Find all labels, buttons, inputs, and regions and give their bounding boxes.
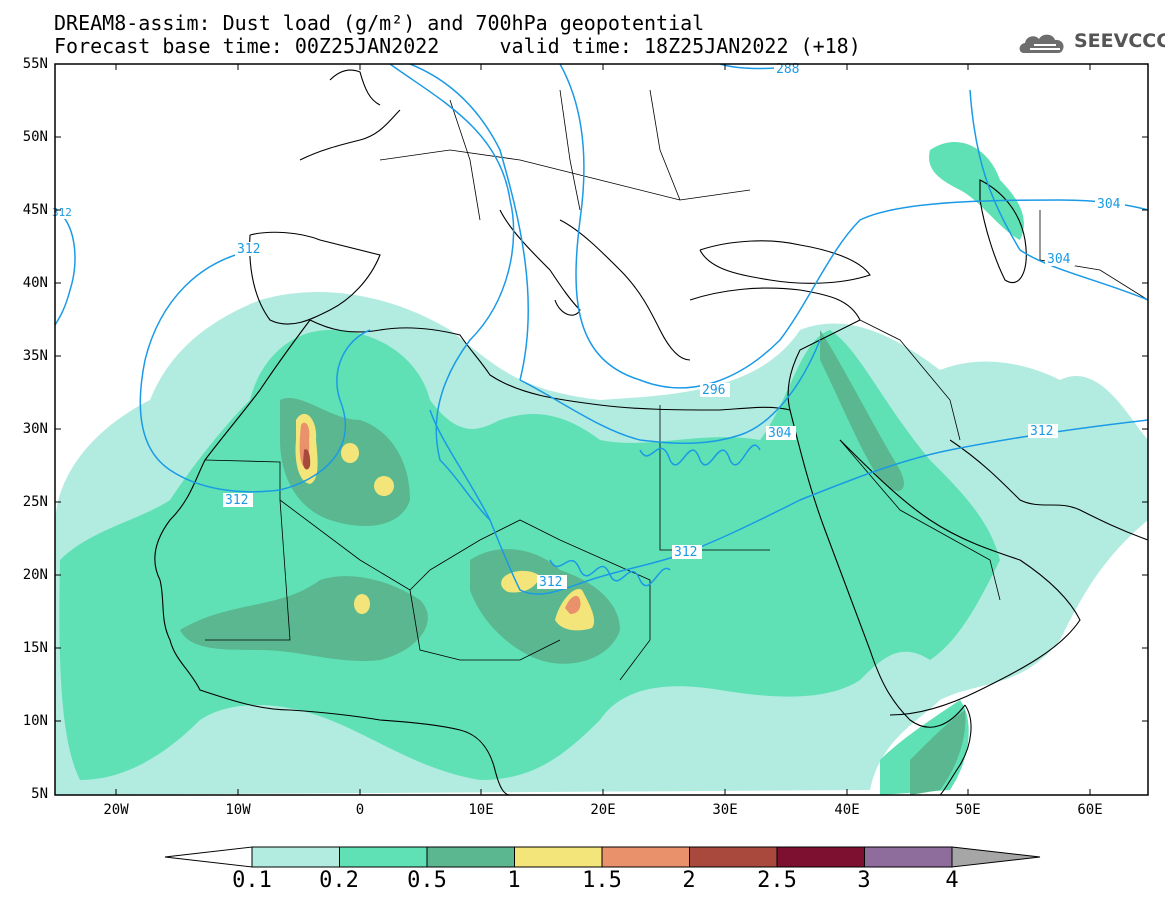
colorbar-bin	[339, 846, 428, 868]
lat-label: 5N	[31, 786, 48, 802]
colorbar-label: 2.5	[757, 868, 797, 893]
dust-band-0.5-horn	[910, 710, 966, 795]
dust-band-1-niger	[501, 570, 540, 593]
coast-arabia	[839, 439, 1081, 716]
contour-312-wave-b	[549, 559, 671, 587]
coast-horn-africa	[939, 704, 972, 795]
lon-label: 30E	[712, 802, 738, 818]
contour-label: 312	[52, 206, 72, 219]
coast-turkey-levant	[689, 287, 861, 411]
contour-label: 296	[702, 383, 725, 398]
contour-label: 312	[237, 242, 260, 257]
coast-gulf-guinea	[459, 729, 511, 795]
contour-296	[389, 64, 1148, 521]
lat-label: 50N	[22, 129, 48, 145]
lat-label: 55N	[22, 56, 48, 72]
colorbar-label: 2	[682, 868, 696, 893]
colorbar-label: 0.1	[232, 868, 272, 893]
contour-label: 312	[674, 545, 697, 560]
border-europe-a	[379, 149, 751, 201]
lat-label: 35N	[22, 348, 48, 364]
colorbar-label: 1.5	[582, 868, 622, 893]
colorbar-bin	[776, 846, 865, 868]
contour-labels: 288 304 304 296 304 312 312 312 312 312 …	[52, 62, 1125, 590]
lon-label: 0	[355, 802, 365, 818]
colorbar-label: 1	[507, 868, 521, 893]
logo-text: SEEVCCC	[1074, 30, 1165, 52]
coast-italy	[499, 209, 581, 316]
colorbar-bin	[689, 846, 778, 868]
contour-304	[55, 64, 821, 444]
coast-red-sea	[789, 409, 966, 728]
contour-304-east	[969, 89, 1148, 301]
colorbar-label: 0.5	[407, 868, 447, 893]
coast-caspian	[979, 179, 1027, 283]
lat-label: 40N	[22, 275, 48, 291]
border-iraq-iran	[859, 319, 961, 441]
lat-label: 15N	[22, 640, 48, 656]
lat-label: 45N	[22, 202, 48, 218]
border-chad-sudan	[559, 539, 651, 681]
dust-field	[55, 141, 1148, 795]
coast-north-africa	[309, 319, 791, 411]
coast-persian-gulf	[949, 439, 1148, 541]
dust-band-2-morocco	[303, 449, 311, 470]
colorbar-bin	[426, 846, 515, 868]
colorbar-bin	[514, 846, 603, 868]
coast-black-sea	[699, 240, 871, 284]
colorbar-label: 3	[857, 868, 871, 893]
lat-label: 25N	[22, 494, 48, 510]
seevccc-logo: SEEVCCC	[1016, 27, 1165, 59]
lat-label: 20N	[22, 567, 48, 583]
contour-label: 312	[225, 493, 248, 508]
colorbar-label: 4	[945, 868, 959, 893]
contour-label: 304	[1097, 197, 1121, 212]
dust-band-0.5-arabia	[820, 330, 904, 491]
colorbar-below-arrow	[164, 846, 253, 868]
cloud-logo-icon	[1019, 34, 1064, 53]
colorbar-bin	[864, 846, 953, 868]
dust-band-1.5-chad	[565, 595, 581, 614]
coastlines	[154, 69, 1148, 795]
lat-label: 30N	[22, 421, 48, 437]
contour-label: 312	[539, 575, 562, 590]
dust-band-1-algeria-a	[341, 443, 359, 463]
lon-label: 20W	[103, 802, 129, 818]
border-algeria-mali	[279, 499, 561, 591]
lon-label: 10E	[468, 802, 494, 818]
contour-label: 304	[1047, 252, 1071, 267]
lon-label: 60E	[1077, 802, 1103, 818]
colorbar	[164, 846, 1041, 868]
colorbar-bin	[251, 846, 340, 868]
border-libya-egypt	[659, 405, 770, 551]
colorbar-above-arrow	[951, 846, 1041, 868]
coast-west-africa	[154, 319, 461, 731]
contour-label: 304	[768, 426, 792, 441]
lon-label: 50E	[955, 802, 981, 818]
contour-312-wave	[639, 444, 761, 466]
map-title: DREAM8-assim: Dust load (g/m²) and 700hP…	[54, 11, 705, 35]
lat-label: 10N	[22, 713, 48, 729]
contour-label: 288	[776, 62, 799, 77]
border-saudi	[839, 439, 1001, 601]
lon-label: 10W	[225, 802, 251, 818]
colorbar-bin	[601, 846, 690, 868]
coast-balkans-greece	[559, 219, 691, 361]
dust-band-1-algeria-b	[374, 476, 394, 496]
axis-ticks	[55, 63, 1148, 795]
contour-label: 312	[1030, 424, 1053, 439]
dust-band-1-mali	[354, 594, 370, 614]
coast-france-uk	[299, 69, 401, 161]
forecast-time-line: Forecast base time: 00Z25JAN2022 valid t…	[54, 34, 861, 58]
border-niger-nigeria	[409, 589, 561, 661]
country-borders	[204, 89, 1148, 681]
coast-iberia	[249, 231, 381, 325]
lon-label: 40E	[834, 802, 860, 818]
dust-band-0.2-east	[929, 141, 1024, 240]
border-europe-b	[449, 89, 681, 221]
colorbar-label: 0.2	[319, 868, 359, 893]
lon-label: 20E	[590, 802, 616, 818]
